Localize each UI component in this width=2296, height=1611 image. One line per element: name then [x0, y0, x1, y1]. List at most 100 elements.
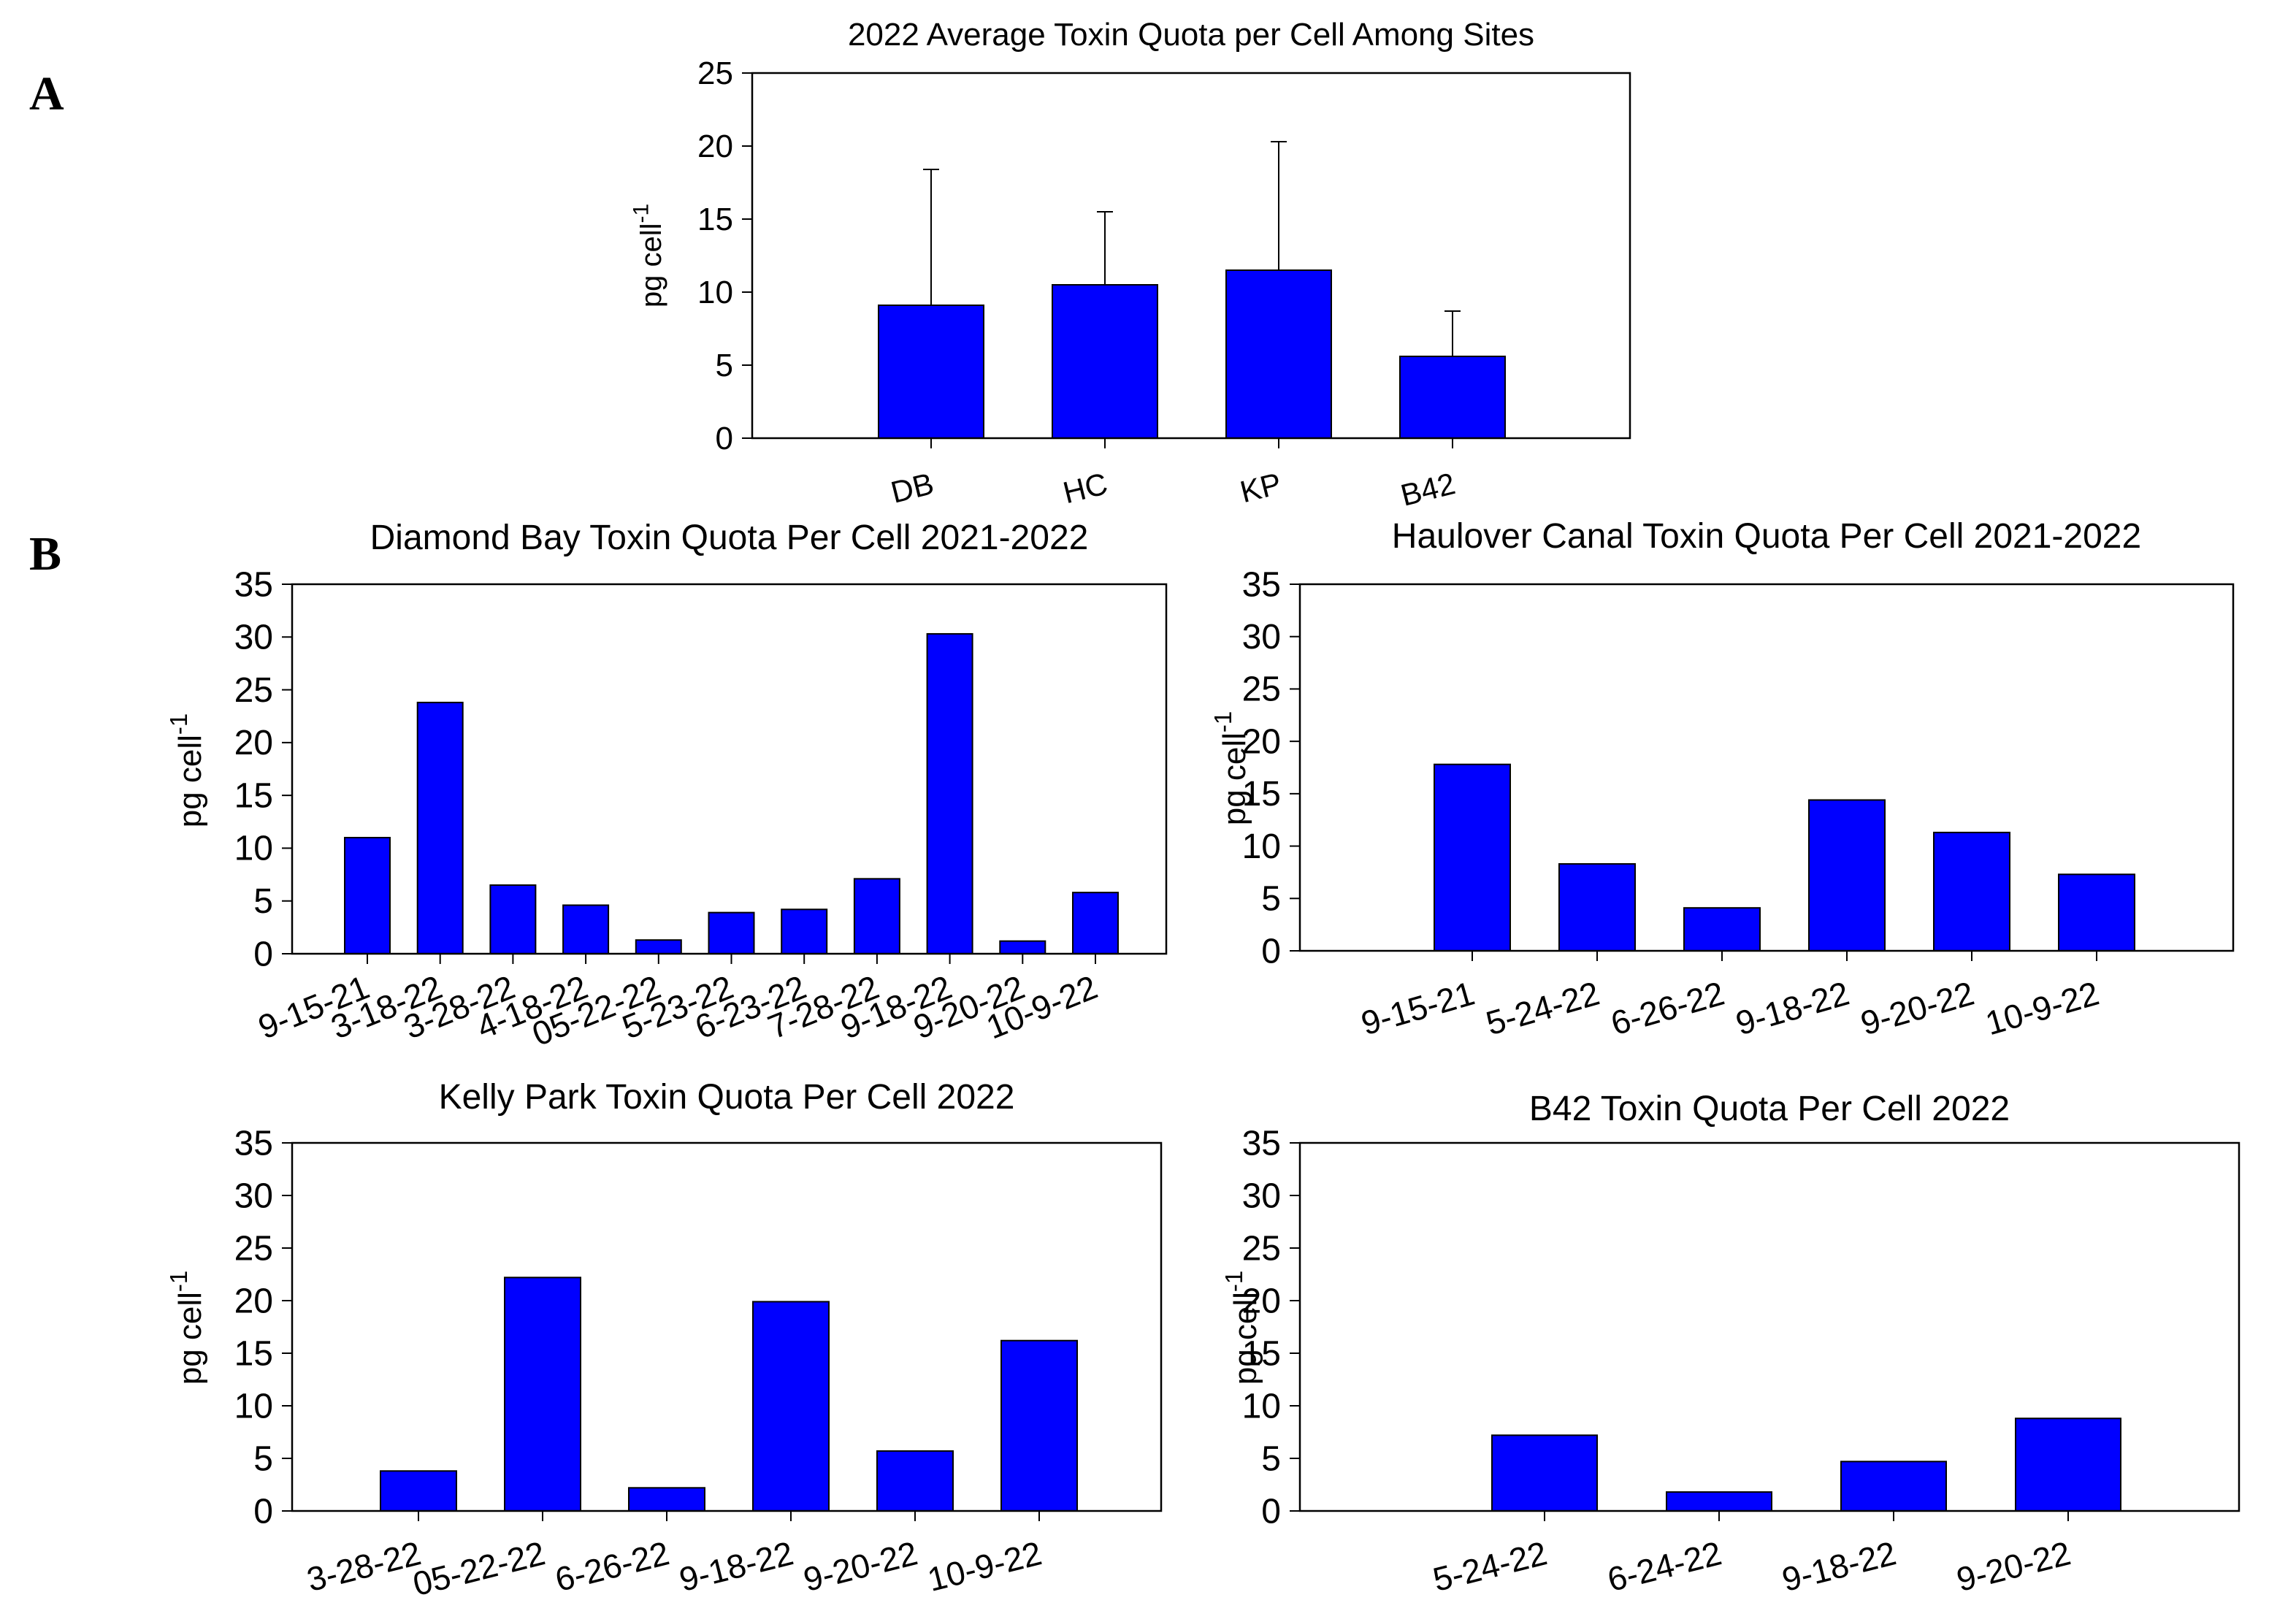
plot-frame [291, 1141, 1163, 1512]
x-tick-label: 9-18-22 [676, 1534, 797, 1599]
y-tick-label: 0 [716, 421, 733, 456]
y-tick-label: 30 [234, 1176, 273, 1215]
y-tick-label: 25 [1242, 1229, 1281, 1268]
x-tick-label: 6-26-22 [1607, 974, 1729, 1043]
y-tick-label: 15 [1242, 1334, 1281, 1373]
y-tick-label: 25 [697, 56, 733, 91]
y-tick-label: 30 [234, 619, 273, 657]
bar [1052, 284, 1158, 439]
y-tick-label: 15 [234, 776, 273, 815]
y-tick-label: 0 [253, 935, 273, 973]
bar [380, 1470, 457, 1512]
y-tick-label: 25 [1242, 670, 1281, 709]
x-tick-label: KP [1236, 466, 1285, 509]
y-tick-label: 0 [253, 1492, 273, 1531]
bar [1072, 892, 1119, 954]
y-tick-label: 5 [1261, 880, 1281, 919]
bar [876, 1450, 954, 1512]
chart-title: Diamond Bay Toxin Quota Per Cell 2021-20… [370, 518, 1089, 557]
x-tick-label: DB [887, 466, 937, 510]
bar [1666, 1491, 1772, 1512]
bar [1434, 763, 1511, 952]
y-tick-label: 10 [234, 1387, 273, 1426]
y-tick-label: 15 [234, 1334, 273, 1373]
y-axis-label: pg cell-1 [165, 1271, 208, 1385]
x-tick-label: 9-15-21 [1357, 974, 1479, 1043]
bar [1808, 799, 1886, 952]
x-tick-label: B42 [1397, 466, 1458, 513]
x-tick-label: 3-28-22 [303, 1534, 424, 1599]
bar [1000, 1339, 1078, 1512]
y-tick-label: 25 [234, 671, 273, 710]
panel-label-b: B [29, 527, 61, 581]
y-tick-label: 10 [234, 830, 273, 868]
bar [708, 911, 755, 955]
x-tick-label: 6-24-22 [1604, 1534, 1725, 1599]
y-axis-label: pg cell-1 [165, 713, 208, 828]
bar [926, 632, 973, 954]
y-tick-label: 35 [1242, 565, 1281, 604]
y-axis-label: pg cell-1 [1209, 711, 1252, 826]
x-tick-label: HC [1060, 466, 1111, 510]
y-tick-label: 0 [1261, 1492, 1281, 1531]
x-tick-label: 9-20-22 [800, 1534, 921, 1599]
y-tick-label: 10 [1242, 827, 1281, 866]
bar [1491, 1434, 1598, 1512]
y-tick-label: 0 [1261, 932, 1281, 971]
x-tick-label: 10-9-22 [1981, 974, 2103, 1043]
bar [853, 878, 900, 954]
bar [752, 1301, 830, 1512]
x-tick-label: 10-9-22 [924, 1534, 1045, 1599]
bar [2058, 873, 2135, 952]
y-tick-label: 15 [697, 202, 733, 237]
y-tick-label: 10 [1242, 1387, 1281, 1426]
y-tick-label: 5 [716, 348, 733, 383]
y-tick-label: 15 [1242, 775, 1281, 814]
chart-b42: B42 Toxin Quota Per Cell 2022 pg cell-1 0 5… [1220, 1090, 2240, 1599]
y-tick-label: 10 [697, 275, 733, 310]
y-tick-label: 30 [1242, 618, 1281, 657]
y-tick-label: 35 [1242, 1124, 1281, 1163]
bar [1399, 356, 1506, 439]
bar [489, 884, 537, 954]
bar [1225, 269, 1332, 439]
chart-kelly-park: Kelly Park Toxin Quota Per Cell 2022 pg c… [165, 1078, 1163, 1603]
plot-frame [751, 72, 1631, 440]
y-tick-label: 5 [253, 882, 273, 921]
bar [562, 904, 610, 955]
bar [1840, 1461, 1947, 1512]
bar [1558, 862, 1636, 952]
x-tick-label: 6-26-22 [551, 1534, 673, 1599]
y-tick-label: 20 [234, 724, 273, 762]
chart-title: B42 Toxin Quota Per Cell 2022 [1529, 1090, 2010, 1128]
bar [1933, 831, 2010, 952]
bar [416, 701, 464, 954]
chart-haulover-canal: Haulover Canal Toxin Quota Per Cell 2021… [1209, 517, 2235, 1043]
y-tick-label: 5 [253, 1439, 273, 1478]
panel-label-a: A [29, 67, 64, 120]
x-tick-label: 9-18-22 [1731, 974, 1853, 1043]
bar [781, 908, 828, 955]
x-tick-label: 05-22-22 [409, 1534, 548, 1603]
bar [999, 940, 1046, 955]
y-tick-label: 20 [1242, 1282, 1281, 1320]
bar [504, 1277, 581, 1512]
bar [635, 939, 682, 954]
x-tick-label: 5-24-22 [1429, 1534, 1550, 1599]
y-tick-label: 35 [234, 1124, 273, 1163]
bar [2015, 1417, 2121, 1512]
chart-average-toxin-quota: 2022 Average Toxin Quota per Cell Among … [629, 17, 1631, 513]
x-tick-label: 5-24-22 [1482, 974, 1604, 1043]
y-tick-label: 25 [234, 1229, 273, 1268]
x-tick-label: 9-20-22 [1856, 974, 1978, 1043]
bar [344, 836, 391, 954]
y-tick-label: 5 [1261, 1439, 1281, 1478]
y-tick-label: 20 [234, 1282, 273, 1320]
y-tick-label: 20 [697, 129, 733, 164]
bar [878, 305, 984, 439]
x-tick-label: 9-18-22 [1778, 1534, 1899, 1599]
y-axis-label: pg cell-1 [1220, 1271, 1263, 1385]
chart-diamond-bay: Diamond Bay Toxin Quota Per Cell 2021-20… [165, 518, 1168, 1053]
y-tick-label: 35 [234, 565, 273, 604]
